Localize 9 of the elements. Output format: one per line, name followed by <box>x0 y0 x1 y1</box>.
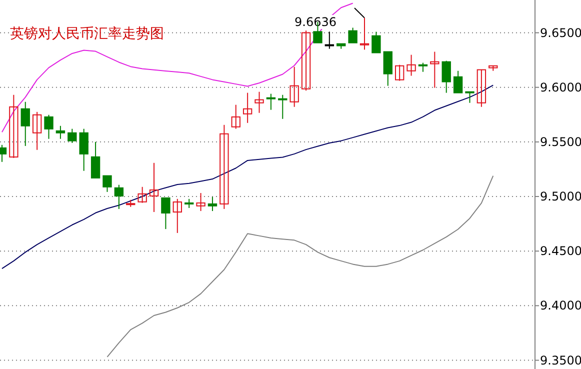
y-tick-label: 9.4000 <box>540 298 581 313</box>
y-tick-label: 9.5000 <box>540 190 581 204</box>
y-tick-label: 9.4500 <box>540 244 581 258</box>
y-tick-label: 9.6000 <box>540 80 581 94</box>
y-tick-label: 9.3500 <box>540 353 581 368</box>
y-tick-label: 9.6500 <box>540 26 581 40</box>
annotation: 9.6636 <box>294 15 338 29</box>
text: 英镑对人民币汇率走势图 <box>10 26 164 42</box>
y-tick-label: 9.5500 <box>540 134 581 149</box>
